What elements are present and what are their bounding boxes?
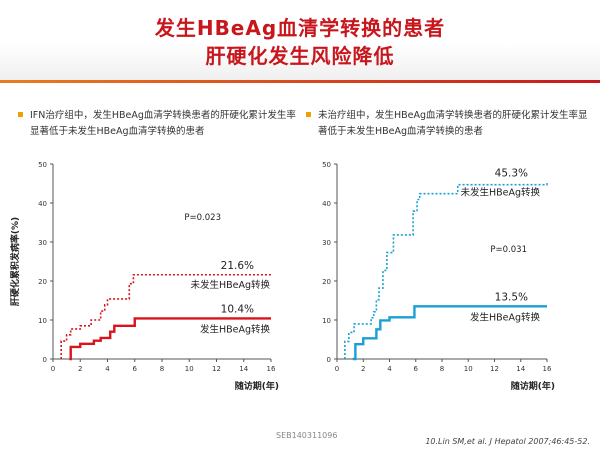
- x-tick-label: 10: [185, 365, 194, 373]
- title-line-1: 发生HBeAg血清学转换的患者: [154, 16, 446, 40]
- x-tick-label: 6: [133, 365, 138, 373]
- conversion-value-label: 10.4%: [221, 303, 254, 315]
- y-tick-label: 10: [322, 317, 331, 325]
- x-tick-label: 12: [490, 365, 499, 373]
- x-tick-label: 4: [105, 365, 110, 373]
- y-tick-label: 30: [322, 239, 331, 247]
- y-tick-label: 20: [322, 278, 331, 286]
- x-tick-label: 0: [335, 365, 339, 373]
- y-tick-label: 40: [322, 200, 331, 208]
- no-conversion-value-label: 45.3%: [495, 167, 528, 179]
- x-tick-label: 14: [239, 365, 248, 373]
- no-conversion-series-name: 未发生HBeAg转换: [190, 279, 270, 291]
- x-axis-label: 随访期(年): [511, 380, 555, 392]
- bullet-untreated-text: 未治疗组中，发生HBeAg血清学转换患者的肝硬化累计发生率显著低于未发生HBeA…: [318, 110, 588, 137]
- conversion-series-name: 发生HBeAg转换: [200, 323, 271, 335]
- x-axis-label: 随访期(年): [235, 380, 279, 392]
- y-tick-label: 50: [38, 161, 47, 169]
- x-tick-label: 14: [516, 365, 525, 373]
- no-conversion-value-label: 21.6%: [221, 260, 254, 272]
- x-tick-label: 2: [78, 365, 82, 373]
- reference-citation: 10.Lin SM,et al. J Hepatol 2007;46:45-52…: [425, 437, 590, 446]
- p-value-label: P=0.023: [184, 213, 221, 223]
- x-tick-label: 10: [464, 365, 473, 373]
- series-no-conversion-line: [344, 182, 548, 359]
- bullet-square-icon: [18, 112, 23, 117]
- x-tick-label: 16: [543, 365, 552, 373]
- y-tick-label: 20: [38, 278, 47, 286]
- y-tick-label: 0: [43, 356, 47, 364]
- x-tick-label: 2: [361, 365, 365, 373]
- series-conversion-line: [69, 317, 271, 361]
- y-axis-label: 肝硬化累积发病率(%): [9, 217, 21, 306]
- x-tick-label: 8: [440, 365, 444, 373]
- bullet-ifn-text: IFN治疗组中，发生HBeAg血清学转换患者的肝硬化累计发生率显著低于未发生HB…: [30, 110, 296, 137]
- series-conversion-line: [352, 305, 547, 361]
- bullet-square-icon: [306, 112, 311, 117]
- x-tick-label: 4: [387, 365, 392, 373]
- conversion-series-name: 发生HBeAg转换: [470, 311, 541, 323]
- title-divider: [0, 80, 600, 83]
- x-tick-label: 8: [160, 365, 164, 373]
- y-tick-label: 30: [38, 239, 47, 247]
- x-tick-label: 12: [212, 365, 221, 373]
- x-tick-label: 0: [51, 365, 55, 373]
- slide-code: SEB140311096: [276, 431, 338, 440]
- x-tick-label: 6: [414, 365, 419, 373]
- x-tick-label: 16: [267, 365, 276, 373]
- p-value-label: P=0.031: [490, 245, 527, 255]
- y-tick-label: 10: [38, 317, 47, 325]
- bullet-untreated-group: 未治疗组中，发生HBeAg血清学转换患者的肝硬化累计发生率显著低于未发生HBeA…: [306, 108, 588, 140]
- no-conversion-series-name: 未发生HBeAg转换: [460, 186, 540, 198]
- y-tick-label: 50: [322, 161, 331, 169]
- y-tick-label: 0: [327, 356, 331, 364]
- title-line-2: 肝硬化发生风险降低: [205, 44, 395, 68]
- bullet-ifn-group: IFN治疗组中，发生HBeAg血清学转换患者的肝硬化累计发生率显著低于未发生HB…: [18, 108, 300, 140]
- conversion-value-label: 13.5%: [495, 291, 528, 303]
- chart-ifn-group: 0 10 20 30 40 50 0 2 4 6 8 10 12 14 16 肝硬化累积发病率(%) 随访期(年…: [9, 161, 279, 392]
- title-bar: 发生HBeAg血清学转换的患者 肝硬化发生风险降低: [0, 0, 600, 80]
- y-tick-label: 40: [38, 200, 47, 208]
- chart-untreated-group: 0 10 20 30 40 50 0 2 4 6 8 10 12 14 16 随访期(年) 45.3% 未发生HB…: [322, 161, 555, 392]
